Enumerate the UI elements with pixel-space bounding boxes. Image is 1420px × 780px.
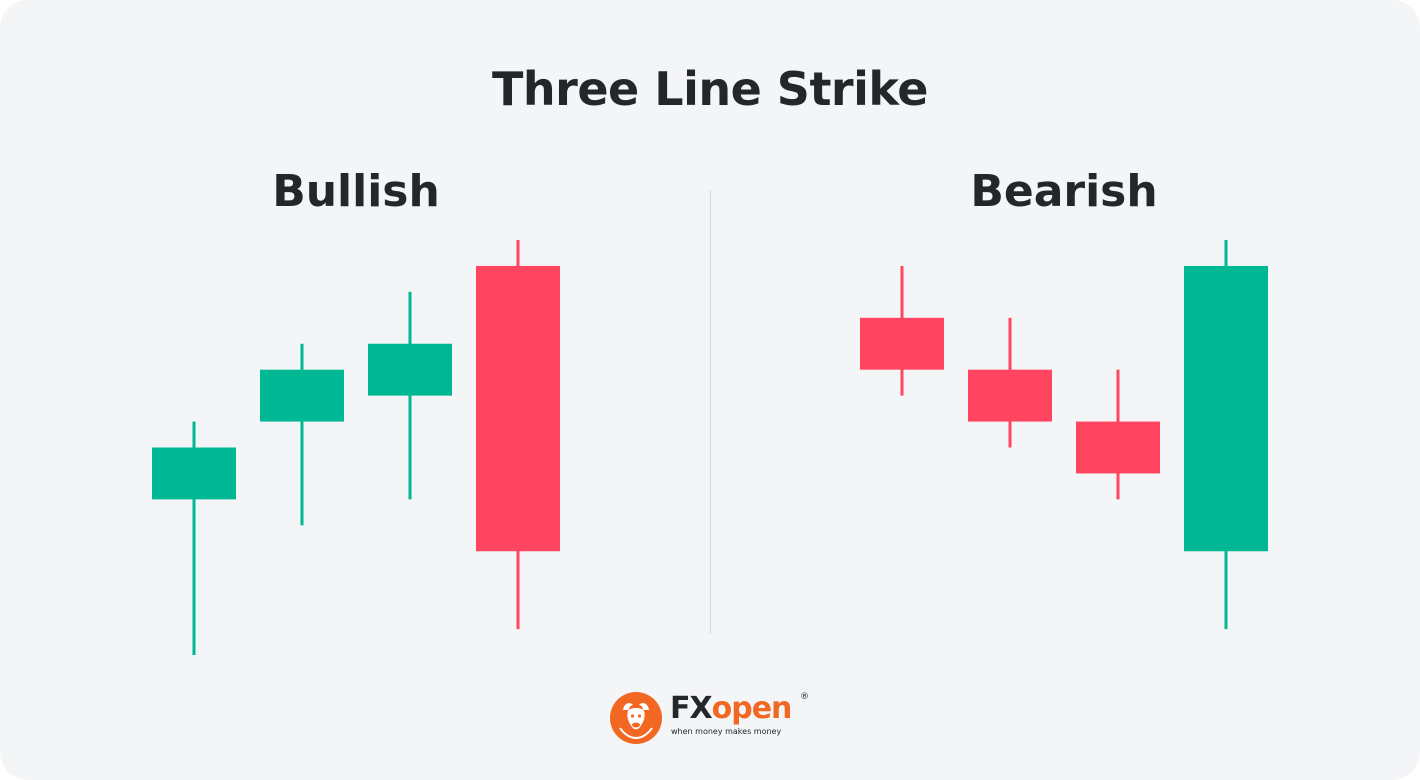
bearish-candle-4 <box>1184 240 1268 630</box>
bearish-candle-1 <box>860 265 944 396</box>
fxopen-logo: FXopen ® when money makes money <box>608 690 818 746</box>
bearish-candle-3 <box>1076 369 1160 500</box>
panel-divider <box>710 190 711 634</box>
bearish-candle-2-body <box>968 369 1052 422</box>
bullish-panel-title: Bullish <box>272 166 440 217</box>
bull-head-icon <box>610 692 662 744</box>
logo-open: open <box>711 691 793 726</box>
bullish-candle-2-wick <box>300 343 304 526</box>
logo-fx: FX <box>670 691 713 726</box>
logo-wordmark: FXopen <box>670 691 793 726</box>
bearish-candle-1-body <box>860 317 944 370</box>
bullish-candle-1 <box>152 421 236 655</box>
bullish-candle-3 <box>368 291 452 500</box>
bullish-candle-1-wick <box>192 421 196 655</box>
bullish-candle-3-body <box>368 343 452 396</box>
bullish-candle-4 <box>476 240 560 630</box>
bearish-candle-4-body <box>1184 265 1268 552</box>
bearish-candle-3-body <box>1076 421 1160 474</box>
bullish-candle-2 <box>260 343 344 526</box>
bearish-panel-title: Bearish <box>970 166 1158 217</box>
logo-tagline: when money makes money <box>671 727 782 736</box>
bullish-candle-1-body <box>152 447 236 500</box>
bullish-candle-2-body <box>260 369 344 422</box>
bullish-candle-4-body <box>476 265 560 552</box>
figure-title: Three Line Strike <box>492 62 928 116</box>
logo-registered-mark: ® <box>800 692 809 702</box>
bearish-candle-2 <box>968 317 1052 448</box>
